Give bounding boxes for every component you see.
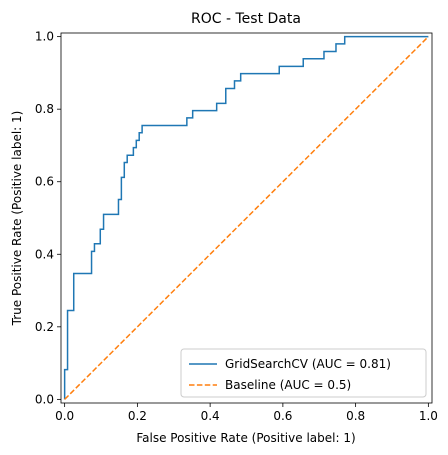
y-tick-label: 0.0 bbox=[35, 392, 54, 406]
y-tick-label: 0.4 bbox=[35, 247, 54, 261]
y-tick-label: 1.0 bbox=[35, 30, 54, 44]
x-tick-label: 0.0 bbox=[55, 409, 74, 423]
x-tick-label: 0.4 bbox=[201, 409, 220, 423]
y-tick-label: 0.2 bbox=[35, 320, 54, 334]
series-line-baseline bbox=[64, 36, 429, 400]
legend-label: GridSearchCV (AUC = 0.81) bbox=[225, 357, 391, 371]
x-tick-label: 0.6 bbox=[273, 409, 292, 423]
legend: GridSearchCV (AUC = 0.81) Baseline (AUC =… bbox=[180, 348, 427, 398]
y-tick-label: 0.8 bbox=[35, 102, 54, 116]
chart-title: ROC - Test Data bbox=[191, 11, 301, 27]
plot-frame bbox=[60, 32, 433, 404]
axis-ticks: 0.0 0.2 0.4 0.6 0.8 1.0 0.0 0.2 0.4 0.6 0.8 1.0 bbox=[35, 30, 438, 423]
y-tick-label: 0.6 bbox=[35, 175, 54, 189]
legend-box bbox=[180, 348, 427, 398]
y-axis-label: True Positive Rate (Positive label: 1) bbox=[10, 111, 24, 327]
x-tick-label: 0.8 bbox=[346, 409, 365, 423]
x-tick-label: 0.2 bbox=[128, 409, 147, 423]
legend-label: Baseline (AUC = 0.5) bbox=[225, 378, 351, 392]
x-tick-label: 1.0 bbox=[419, 409, 438, 423]
plot-lines bbox=[63, 35, 429, 400]
series-line-gridsearchcv bbox=[63, 35, 429, 400]
x-axis-label: False Positive Rate (Positive label: 1) bbox=[136, 431, 355, 445]
